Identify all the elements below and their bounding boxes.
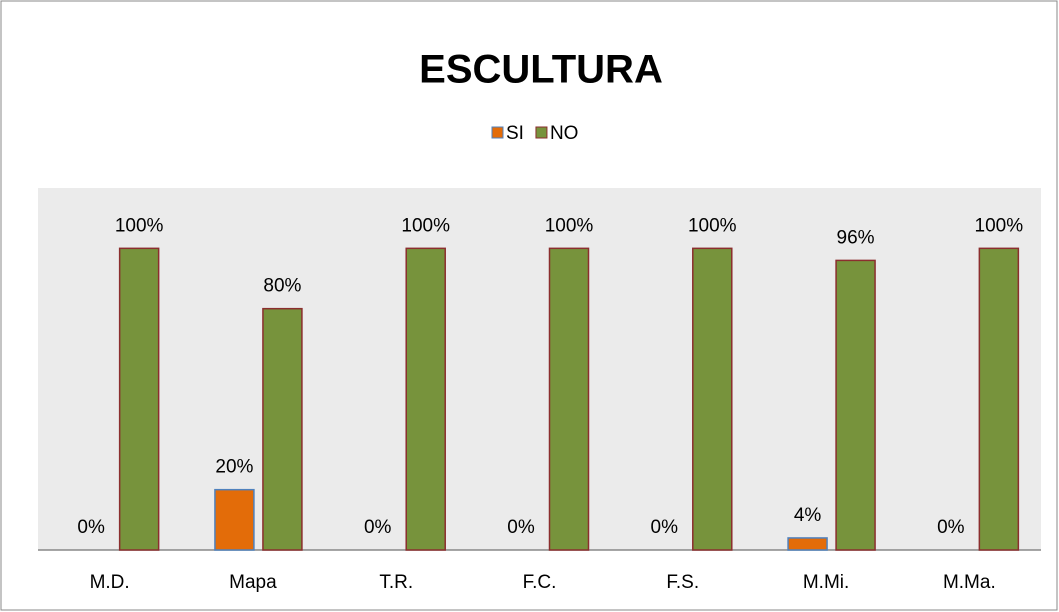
bar: [405, 247, 446, 551]
legend-label: NO: [550, 123, 579, 144]
x-tick-label: T.R.: [379, 572, 413, 593]
bar: [548, 247, 590, 551]
bar: [835, 259, 876, 551]
value-label: 0%: [364, 517, 392, 538]
bar: [118, 247, 160, 551]
value-label: 100%: [545, 215, 594, 236]
x-tick-label: M.Mi.: [803, 572, 849, 593]
x-tick-label: Mapa: [229, 572, 277, 593]
value-label: 0%: [651, 517, 679, 538]
legend-label: SI: [506, 123, 524, 144]
bar: [262, 307, 303, 551]
value-label: 0%: [77, 517, 105, 538]
x-tick-label: F.C.: [523, 572, 557, 593]
bar: [214, 488, 255, 551]
legend-swatch: [535, 126, 548, 139]
x-tick-label: M.Ma.: [943, 572, 996, 593]
value-label: 0%: [937, 517, 965, 538]
bar: [692, 247, 733, 551]
legend-swatch: [491, 126, 504, 139]
value-label: 20%: [215, 457, 253, 478]
value-label: 96%: [837, 227, 875, 248]
plot-area: [38, 188, 1041, 550]
value-label: 100%: [688, 215, 737, 236]
x-tick-label: M.D.: [90, 572, 130, 593]
value-label: 100%: [115, 215, 164, 236]
value-label: 4%: [794, 505, 822, 526]
x-tick-label: F.S.: [666, 572, 699, 593]
value-label: 100%: [975, 215, 1024, 236]
chart-title: ESCULTURA: [419, 48, 663, 92]
value-label: 0%: [507, 517, 535, 538]
value-label: 100%: [401, 215, 450, 236]
bar: [978, 247, 1020, 551]
value-label: 80%: [263, 276, 301, 297]
bar: [787, 537, 828, 551]
